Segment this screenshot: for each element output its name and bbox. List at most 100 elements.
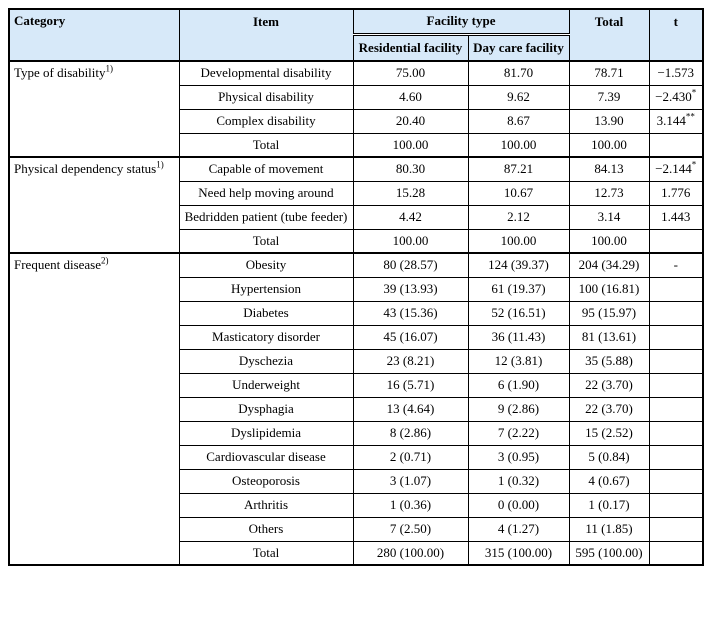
t-value-cell: 1.443 [648,204,704,230]
daycare-value-cell: 87.21 [467,156,570,182]
statistics-table-container: Category Item Facility type Total t Resi… [8,8,704,566]
total-value-cell: 95 (15.97) [568,300,650,326]
residential-value-cell: 4.60 [352,84,469,110]
daycare-value-cell: 12 (3.81) [467,348,570,374]
residential-value-cell: 100.00 [352,132,469,158]
daycare-value-cell: 1 (0.32) [467,468,570,494]
table-row: Dysphagia 13 (4.64) 9 (2.86) 22 (3.70) [9,396,704,422]
item-cell: Total [178,228,354,254]
t-value-cell: −2.144* [648,156,704,182]
total-value-cell: 100.00 [568,132,650,158]
t-value-cell [648,132,704,158]
t-value-cell [648,396,704,422]
category-label: Frequent disease [14,257,102,272]
item-cell: Masticatory disorder [178,324,354,350]
category-label: Type of disability [14,65,106,80]
item-cell: Dysphagia [178,396,354,422]
daycare-value-cell: 4 (1.27) [467,516,570,542]
category-label: Physical dependency status [14,161,157,176]
category-cell: Type of disability1) [8,60,180,158]
residential-value-cell: 15.28 [352,180,469,206]
total-value-cell: 7.39 [568,84,650,110]
item-cell: Total [178,540,354,566]
daycare-value-cell: 315 (100.00) [467,540,570,566]
residential-value-cell: 3 (1.07) [352,468,469,494]
item-cell: Dyslipidemia [178,420,354,446]
category-cell: Physical dependency status1) [8,156,180,254]
item-cell: Others [178,516,354,542]
column-header-residential-facility: Residential facility [352,33,469,62]
daycare-value-cell: 8.67 [467,108,570,134]
daycare-value-cell: 61 (19.37) [467,276,570,302]
item-cell: Obesity [178,252,354,278]
total-value-cell: 12.73 [568,180,650,206]
total-value-cell: 4 (0.67) [568,468,650,494]
item-cell: Dyschezia [178,348,354,374]
t-value-cell [648,516,704,542]
total-value-cell: 84.13 [568,156,650,182]
header-row-1: Category Item Facility type Total t [8,8,704,62]
total-value-cell: 15 (2.52) [568,420,650,446]
item-cell: Diabetes [178,300,354,326]
residential-value-cell: 43 (15.36) [352,300,469,326]
total-value-cell: 3.14 [568,204,650,230]
category-footnote-marker: 1) [105,63,114,74]
table-row: Underweight 16 (5.71) 6 (1.90) 22 (3.70) [9,372,704,398]
table-row: Dyslipidemia 8 (2.86) 7 (2.22) 15 (2.52) [9,420,704,446]
residential-value-cell: 23 (8.21) [352,348,469,374]
table-row: Hypertension 39 (13.93) 61 (19.37) 100 (16.… [9,276,704,302]
category-footnote-marker: 1) [156,159,164,170]
item-cell: Hypertension [178,276,354,302]
total-value-cell: 595 (100.00) [568,540,650,566]
item-cell: Need help moving around [178,180,354,206]
table-row: Others 7 (2.50) 4 (1.27) 11 (1.85) [9,516,704,542]
table-body: Type of disability1) Developmental disabi… [8,60,704,566]
column-header-total: Total [568,8,650,62]
daycare-value-cell: 100.00 [467,228,570,254]
daycare-value-cell: 9 (2.86) [467,396,570,422]
table-row: Diabetes 43 (15.36) 52 (16.51) 95 (15.97) [9,300,704,326]
total-value-cell: 1 (0.17) [568,492,650,518]
table-row: Frequent disease2) Obesity 80 (28.57) 124 (… [8,252,704,566]
residential-value-cell: 8 (2.86) [352,420,469,446]
item-cell: Complex disability [178,108,354,134]
daycare-value-cell: 36 (11.43) [467,324,570,350]
daycare-value-cell: 7 (2.22) [467,420,570,446]
column-header-category: Category [8,8,180,62]
column-header-item: Item [178,8,354,62]
t-significance-marker: * [691,159,697,170]
item-cell: Cardiovascular disease [178,444,354,470]
item-cell: Capable of movement [178,156,354,182]
residential-value-cell: 45 (16.07) [352,324,469,350]
item-cell: Bedridden patient (tube feeder) [178,204,354,230]
daycare-value-cell: 81.70 [467,60,570,86]
daycare-value-cell: 100.00 [467,132,570,158]
item-cell: Developmental disability [178,60,354,86]
t-value-cell [648,420,704,446]
residential-value-cell: 80.30 [352,156,469,182]
column-header-facility-type: Facility type [352,8,570,36]
item-cell: Physical disability [178,84,354,110]
residential-value-cell: 4.42 [352,204,469,230]
table-row: Physical disability 4.60 9.62 7.39 −2.430* [9,84,704,110]
column-header-day-care-facility: Day care facility [467,33,570,62]
t-value-cell [648,372,704,398]
t-value-cell: −1.573 [648,60,704,86]
daycare-value-cell: 52 (16.51) [467,300,570,326]
t-value-cell: 1.776 [648,180,704,206]
t-significance-marker: * [691,87,697,98]
daycare-value-cell: 124 (39.37) [467,252,570,278]
t-value-cell [648,444,704,470]
table-row: Masticatory disorder 45 (16.07) 36 (11.43)… [9,324,704,350]
item-cell: Total [178,132,354,158]
daycare-value-cell: 9.62 [467,84,570,110]
residential-value-cell: 16 (5.71) [352,372,469,398]
item-cell: Arthritis [178,492,354,518]
residential-value-cell: 20.40 [352,108,469,134]
daycare-value-cell: 0 (0.00) [467,492,570,518]
t-value-cell [648,540,704,566]
t-value-cell [648,468,704,494]
item-cell: Underweight [178,372,354,398]
total-value-cell: 204 (34.29) [568,252,650,278]
t-value-cell [648,228,704,254]
